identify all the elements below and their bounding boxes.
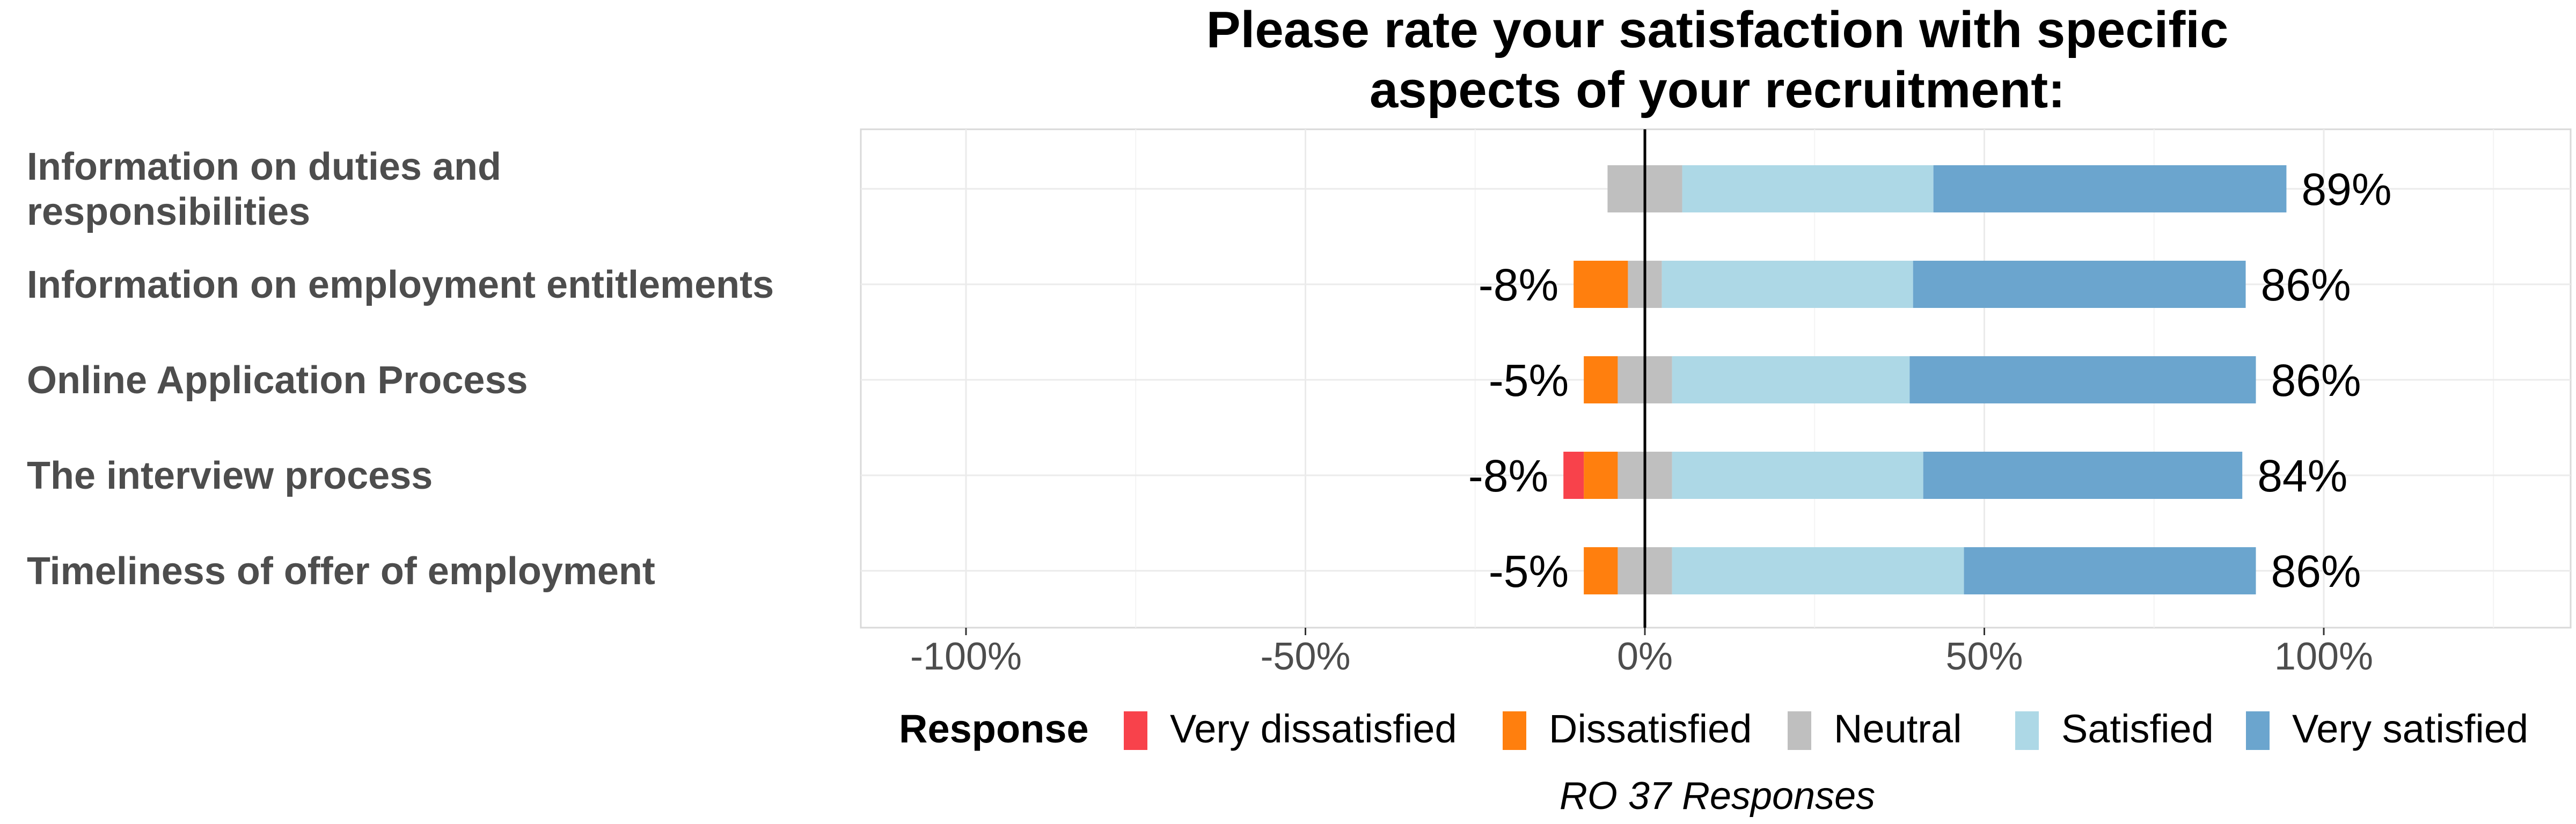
chart-title: Please rate your satisfaction with speci… bbox=[1206, 1, 2229, 119]
gridlines bbox=[861, 129, 2571, 628]
bar-satisfied bbox=[1672, 356, 1910, 403]
bar-dissatisfied bbox=[1584, 547, 1618, 594]
category-label: responsibilities bbox=[27, 190, 310, 233]
legend-label: Very dissatisfied bbox=[1170, 707, 1457, 751]
category-label: Timeliness of offer of employment bbox=[27, 550, 655, 593]
bar-very-satisfied bbox=[1923, 452, 2243, 499]
left-data-label: -8% bbox=[1479, 260, 1558, 310]
category-label: The interview process bbox=[27, 454, 433, 497]
right-data-label: 86% bbox=[2271, 355, 2361, 406]
bar-very-dissatisfied bbox=[1563, 452, 1584, 499]
legend-label: Neutral bbox=[1834, 707, 1962, 751]
caption: RO 37 Responses bbox=[1560, 775, 1875, 818]
category-label: Online Application Process bbox=[27, 359, 528, 402]
legend-key bbox=[1503, 711, 1526, 750]
bar-satisfied bbox=[1662, 261, 1913, 308]
x-tick-label: -50% bbox=[1260, 635, 1350, 678]
left-data-label: -5% bbox=[1489, 546, 1569, 597]
bars bbox=[1563, 165, 2287, 594]
right-data-label: 89% bbox=[2301, 164, 2391, 215]
bar-dissatisfied bbox=[1584, 356, 1618, 403]
legend-title: Response bbox=[899, 707, 1089, 751]
category-label: Information on employment entitlements bbox=[27, 263, 774, 306]
category-labels: Information on duties andresponsibilitie… bbox=[27, 145, 774, 593]
x-tick-label: 100% bbox=[2274, 635, 2373, 678]
legend-key bbox=[2246, 711, 2270, 750]
bar-satisfied bbox=[1682, 165, 1934, 212]
legend-key bbox=[2015, 711, 2039, 750]
x-axis-ticks: -100% -50% 0% 50% 100% bbox=[910, 628, 2373, 678]
legend-key bbox=[1124, 711, 1147, 750]
chart-title-line-2: aspects of your recruitment: bbox=[1370, 61, 2065, 119]
chart-title-line-1: Please rate your satisfaction with speci… bbox=[1206, 1, 2229, 58]
legend-label: Dissatisfied bbox=[1549, 707, 1752, 751]
legend-label: Very satisfied bbox=[2292, 707, 2528, 751]
left-data-label: -8% bbox=[1468, 451, 1548, 501]
x-tick-label: 0% bbox=[1617, 635, 1673, 678]
legend: Response Very dissatisfied Dissatisfied Neu… bbox=[899, 707, 2528, 751]
bar-very-satisfied bbox=[1964, 547, 2256, 594]
legend-key bbox=[1788, 711, 1811, 750]
x-tick-label: 50% bbox=[1945, 635, 2023, 678]
data-labels: 89% -8% 86% -5% 86% -8% 84% -5% 86% bbox=[1468, 164, 2392, 597]
category-label: Information on duties and bbox=[27, 145, 501, 188]
bar-very-satisfied bbox=[1933, 165, 2287, 212]
bar-very-satisfied bbox=[1913, 261, 2246, 308]
bar-very-satisfied bbox=[1909, 356, 2256, 403]
bar-dissatisfied bbox=[1584, 452, 1618, 499]
bar-satisfied bbox=[1672, 547, 1964, 594]
bar-satisfied bbox=[1672, 452, 1923, 499]
left-data-label: -5% bbox=[1489, 355, 1569, 406]
legend-label: Satisfied bbox=[2061, 707, 2214, 751]
right-data-label: 86% bbox=[2271, 546, 2361, 597]
bar-dissatisfied bbox=[1574, 261, 1628, 308]
x-tick-label: -100% bbox=[910, 635, 1022, 678]
right-data-label: 84% bbox=[2257, 451, 2347, 501]
right-data-label: 86% bbox=[2261, 260, 2351, 310]
